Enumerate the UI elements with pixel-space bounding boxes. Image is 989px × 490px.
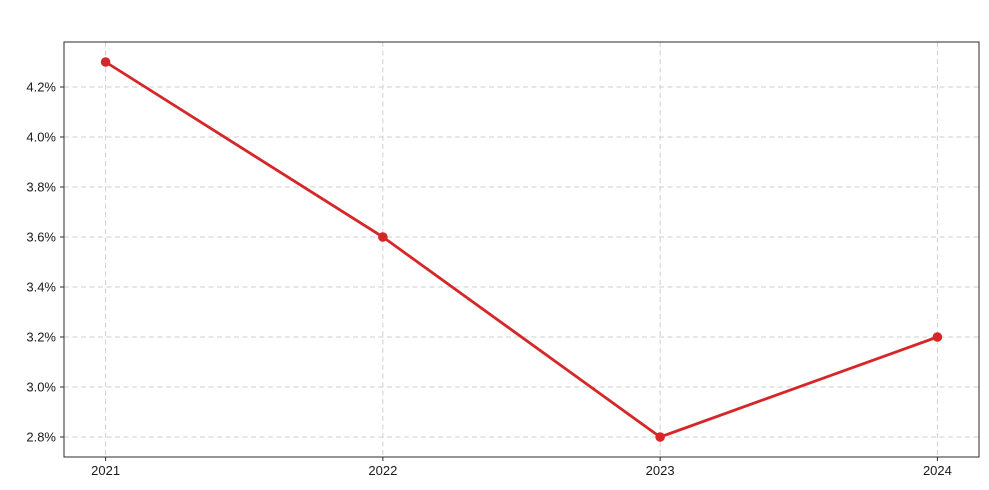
data-point bbox=[655, 432, 665, 442]
data-line bbox=[104, 60, 939, 439]
y-tick-label: 3.4% bbox=[26, 280, 56, 295]
y-tick-label: 4.0% bbox=[26, 130, 56, 145]
x-axis: 2021 2022 2023 2024 bbox=[91, 457, 952, 478]
plot-border bbox=[63, 41, 980, 458]
y-axis: 2.8% 3.0% 3.2% 3.4% 3.6% 3.8% 4.0% 4.2% bbox=[26, 80, 64, 445]
y-tick-label: 3.6% bbox=[26, 230, 56, 245]
data-point bbox=[932, 332, 943, 342]
y-tick-label: 2.8% bbox=[26, 430, 56, 445]
data-point bbox=[100, 57, 111, 67]
y-tick-label: 3.2% bbox=[26, 330, 56, 345]
x-tick-label: 2021 bbox=[91, 463, 120, 478]
y-tick-label: 3.8% bbox=[26, 180, 56, 195]
data-points bbox=[100, 57, 943, 442]
gridlines bbox=[64, 42, 979, 457]
x-tick-label: 2022 bbox=[368, 463, 397, 478]
y-tick-label: 3.0% bbox=[26, 380, 56, 395]
y-tick-label: 4.2% bbox=[26, 80, 56, 95]
data-point bbox=[378, 232, 388, 242]
x-tick-label: 2023 bbox=[646, 463, 675, 478]
x-tick-label: 2024 bbox=[923, 463, 952, 478]
